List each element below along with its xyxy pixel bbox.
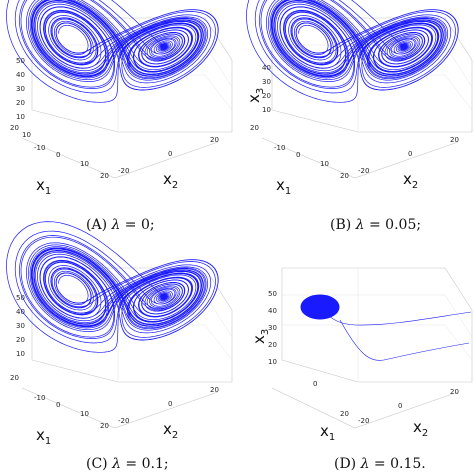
x1-axis-label: x1 xyxy=(36,176,51,197)
z-tick-label: 40 xyxy=(262,64,271,72)
x1-axis-label: x1 xyxy=(320,422,335,443)
x2-tick-label: -20 xyxy=(118,167,129,175)
x2-tick-label: 0 xyxy=(168,150,172,158)
x1-tick-label: 20 xyxy=(340,410,349,418)
x1-tick-label: 0 xyxy=(56,401,60,409)
subplot-a: 50 40 30 20 10 20 10 -10 0 10 20 -20 0 2… xyxy=(6,0,233,233)
x2-tick-label: 20 xyxy=(450,136,459,144)
x2-tick-label: 20 xyxy=(210,386,219,394)
x2-tick-labels: -20 0 20 xyxy=(358,388,459,425)
x2-tick-label: -20 xyxy=(358,167,369,175)
z-tick-label: 40 xyxy=(16,308,25,316)
x2-axis-label: x2 xyxy=(163,170,178,191)
x1-tick-labels: 20 -10 0 10 20 xyxy=(10,374,109,430)
x1-tick-label: 20 xyxy=(340,172,349,180)
x1-tick-labels: 20 -10 0 10 20 xyxy=(250,124,349,180)
x2-tick-label: 0 xyxy=(398,402,402,410)
x1-tick-label: 0 xyxy=(56,151,60,159)
x1-tick-label: 10 xyxy=(320,160,329,168)
z-tick-label: 10 xyxy=(16,350,25,358)
z-tick-label: 20 xyxy=(16,336,25,344)
x1-tick-label: 20 xyxy=(100,422,109,430)
z-tick-label: 30 xyxy=(16,85,25,93)
z-tick-label: 50 xyxy=(268,290,277,298)
z-tick-label: 40 xyxy=(268,307,277,315)
z-tick-label: 50 xyxy=(16,294,25,302)
x2-tick-label: -20 xyxy=(118,417,129,425)
x1-tick-labels: 0 20 xyxy=(313,380,349,418)
z-tick-label: 50 xyxy=(16,57,25,65)
x1-tick-label: 20 xyxy=(250,124,259,132)
x2-axis-label: x2 xyxy=(403,170,418,191)
trajectory-line xyxy=(6,221,219,353)
x1-tick-labels: 20 10 -10 0 10 20 xyxy=(10,124,109,180)
z-tick-label: 20 xyxy=(262,92,271,100)
x1-axis-label: x1 xyxy=(36,426,51,447)
trajectory-line xyxy=(6,0,219,103)
z-tick-label: 40 xyxy=(16,71,25,79)
panel-caption: (C) λ = 0.1; xyxy=(86,456,169,472)
x2-tick-label: 0 xyxy=(168,400,172,408)
trajectory-line xyxy=(246,0,459,103)
panel-caption: (A) λ = 0; xyxy=(86,217,155,233)
subplot-c: 50 40 30 20 10 20 -10 0 10 20 -20 0 20 x… xyxy=(6,221,233,472)
x2-tick-labels: -20 0 20 xyxy=(118,386,219,425)
subplot-b: 40 30 20 10 20 -10 0 10 20 -20 0 20 x3 x… xyxy=(245,0,473,233)
x2-tick-labels: -20 0 20 xyxy=(118,136,219,175)
x1-tick-label: -10 xyxy=(34,394,45,402)
z-tick-labels: 50 40 30 20 10 xyxy=(16,294,25,358)
x3-axis-label: x3 xyxy=(250,329,271,344)
panel-caption: (D) λ = 0.15. xyxy=(334,456,426,472)
x2-tick-label: -20 xyxy=(358,417,369,425)
z-tick-label: 30 xyxy=(16,322,25,330)
z-tick-label: 20 xyxy=(268,341,277,349)
x1-axis-label: x1 xyxy=(276,176,291,197)
x2-axis-label: x2 xyxy=(163,420,178,441)
x2-tick-labels: -20 0 20 xyxy=(358,136,459,175)
z-tick-label: 30 xyxy=(262,78,271,86)
x1-tick-label: 0 xyxy=(313,380,317,388)
panel-caption: (B) λ = 0.05; xyxy=(330,217,421,233)
z-tick-labels: 50 40 30 20 10 xyxy=(16,57,25,121)
z-tick-label: 30 xyxy=(268,324,277,332)
z-tick-label: 20 xyxy=(16,99,25,107)
x2-axis-label: x2 xyxy=(413,418,428,439)
x1-tick-label: 10 xyxy=(80,410,89,418)
subplot-d: 50 40 30 20 10 0 20 -20 0 20 x3 x1 x2 (D… xyxy=(250,267,473,472)
x2-tick-label: 0 xyxy=(408,150,412,158)
x1-tick-label: 20 xyxy=(100,172,109,180)
z-tick-label: 10 xyxy=(16,113,25,121)
z-tick-label: 10 xyxy=(262,106,271,114)
trajectory-line xyxy=(325,311,472,361)
z-tick-labels: 40 30 20 10 xyxy=(262,64,271,114)
x3-axis-label: x3 xyxy=(245,88,266,103)
x1-tick-label: 0 xyxy=(296,151,300,159)
z-tick-labels: 50 40 30 20 10 xyxy=(268,290,277,366)
x1-tick-label: 10 xyxy=(22,131,31,139)
x1-tick-label: -10 xyxy=(274,144,285,152)
x1-tick-label: -10 xyxy=(34,144,45,152)
x2-tick-label: 20 xyxy=(450,388,459,396)
x2-tick-label: 20 xyxy=(210,136,219,144)
x1-tick-label: 20 xyxy=(10,124,19,132)
x1-tick-label: 20 xyxy=(10,374,19,382)
x1-tick-label: 10 xyxy=(80,160,89,168)
spiral-core xyxy=(300,294,340,320)
z-tick-label: 10 xyxy=(268,358,277,366)
